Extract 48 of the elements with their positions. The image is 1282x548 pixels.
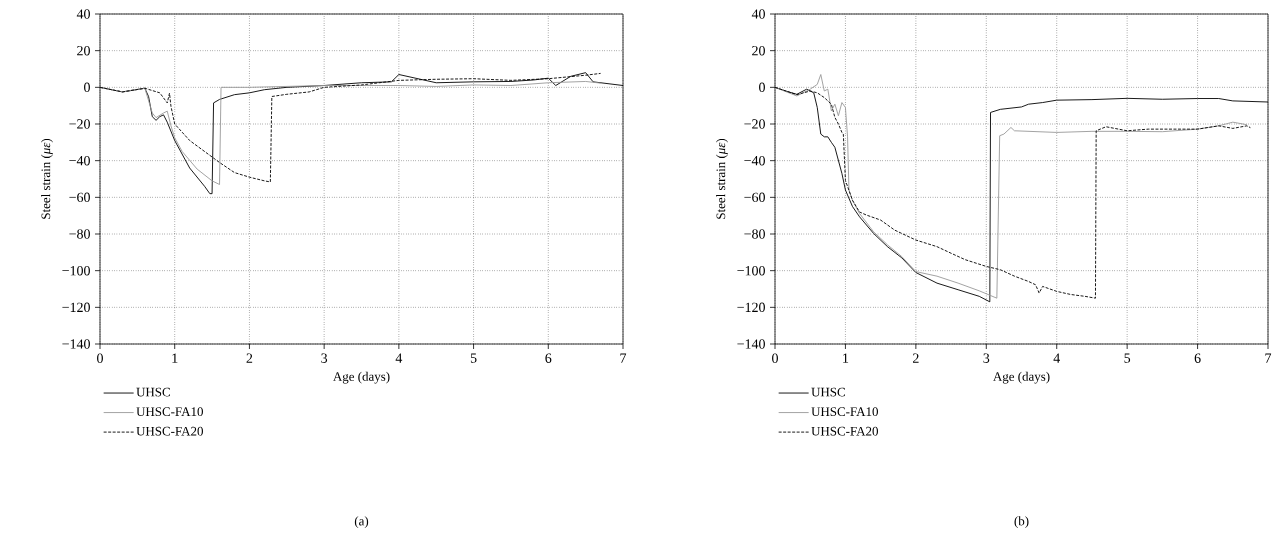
y-tick-label: −40 — [69, 155, 90, 166]
x-tick-label: 7 — [620, 353, 627, 363]
x-tick-label: 5 — [1124, 353, 1131, 363]
x-tick-label: 6 — [1194, 353, 1201, 363]
x-tick-label: 4 — [395, 353, 403, 363]
legend-label: UHSC-FA10 — [136, 407, 203, 417]
y-tick-label: −80 — [69, 229, 90, 239]
x-tick-label: 0 — [772, 353, 778, 363]
y-tick-label: −100 — [737, 265, 765, 276]
legend-label: UHSC — [136, 387, 170, 397]
y-tick-label: −20 — [744, 119, 765, 129]
x-tick-label: 6 — [545, 353, 552, 363]
y-tick-label: −20 — [69, 119, 90, 129]
y-tick-label: 20 — [752, 45, 765, 56]
x-tick-label: 2 — [912, 353, 919, 363]
x-axis-title: Age (days) — [993, 371, 1050, 384]
y-tick-label: −100 — [62, 265, 90, 276]
x-tick-label: 3 — [983, 353, 990, 363]
y-tick-label: 40 — [76, 9, 90, 19]
x-tick-label: 1 — [172, 353, 178, 363]
legend-label: UHSC-FA20 — [811, 426, 878, 436]
x-axis-title: Age (days) — [333, 371, 390, 384]
x-tick-label: 7 — [1265, 353, 1272, 363]
x-tick-label: 3 — [321, 353, 328, 363]
legend-label: UHSC — [811, 387, 845, 397]
text: (b) — [1014, 516, 1029, 529]
y-axis-title: Steel strain (με) — [716, 138, 728, 219]
legend-label: UHSC-FA20 — [136, 426, 203, 436]
legend-label: UHSC-FA10 — [811, 407, 878, 417]
y-tick-label: −40 — [744, 155, 765, 166]
y-axis-title: Steel strain (με) — [41, 138, 53, 219]
y-tick-label: 20 — [77, 45, 90, 56]
x-tick-label: 4 — [1053, 353, 1060, 363]
x-tick-label: 5 — [470, 353, 477, 363]
y-tick-label: 0 — [759, 82, 765, 93]
x-tick-label: 1 — [843, 353, 849, 363]
text: (a) — [354, 516, 369, 529]
y-tick-label: −60 — [69, 192, 90, 203]
y-tick-label: −60 — [744, 192, 765, 203]
y-tick-label: −120 — [62, 302, 90, 313]
y-tick-label: 40 — [751, 9, 765, 19]
x-tick-label: 0 — [97, 353, 103, 363]
y-tick-label: −80 — [744, 229, 765, 239]
x-tick-label: 2 — [246, 353, 253, 363]
y-tick-label: −120 — [737, 302, 765, 313]
y-tick-label: −140 — [737, 339, 765, 349]
y-tick-label: 0 — [84, 82, 90, 93]
y-tick-label: −140 — [62, 339, 90, 349]
